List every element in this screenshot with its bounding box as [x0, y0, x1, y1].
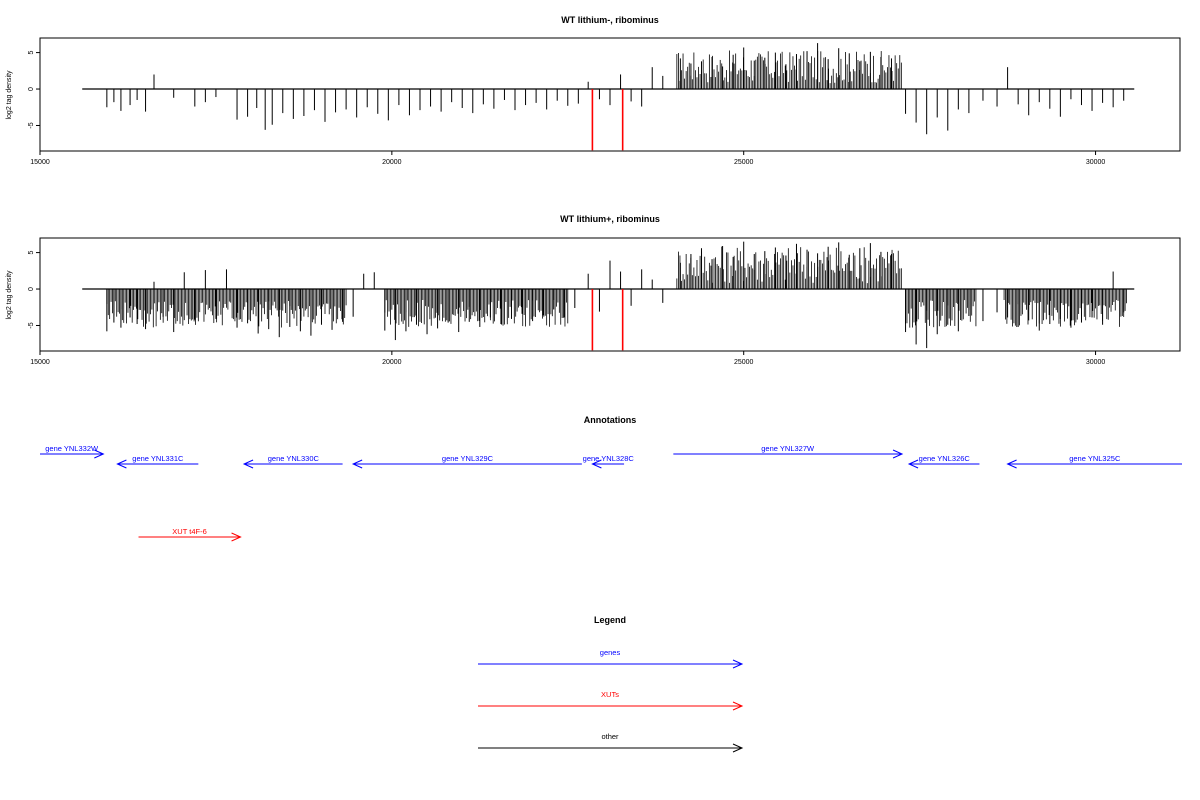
annotation-features: gene YNL332W gene YNL331C gene YNL330C gene…: [40, 444, 1182, 542]
arrow-head: [231, 532, 242, 542]
bar-series: [82, 241, 1135, 351]
x-tick-label: 30000: [1086, 359, 1106, 366]
gene-label: gene YNL327W: [761, 444, 815, 453]
xut-label: XUT t4F-6: [172, 527, 206, 536]
gene-feature: gene YNL331C: [116, 454, 199, 469]
x-tick-label: 15000: [30, 359, 50, 366]
arrow-head: [1006, 459, 1017, 469]
y-tick-label: -5: [28, 122, 35, 128]
gene-label: gene YNL330C: [268, 454, 320, 463]
plot-frame: [39, 37, 1181, 152]
legend-label: XUTs: [601, 690, 619, 699]
y-tick-label: -5: [28, 322, 35, 328]
y-tick-label: 5: [28, 51, 35, 55]
legend-label: other: [601, 732, 619, 741]
bar-series: [82, 43, 1135, 151]
arrow-head: [907, 459, 919, 469]
xut-feature: XUT t4F-6: [138, 527, 242, 542]
gene-label: gene YNL329C: [442, 454, 494, 463]
y-axis-label: log2 tag density: [6, 270, 13, 320]
panel-title: WT lithium-, ribominus: [561, 15, 659, 25]
gene-feature: gene YNL332W: [40, 444, 105, 459]
y-axis-label: log2 tag density: [6, 70, 13, 120]
x-axis: 15000 20000 25000 30000: [30, 151, 1105, 166]
legend-label: genes: [600, 648, 621, 657]
arrow-head: [732, 743, 744, 753]
arrow-head: [732, 659, 744, 669]
x-tick-label: 15000: [30, 159, 50, 166]
gene-feature: gene YNL326C: [907, 454, 980, 469]
plot-frame: [39, 237, 1181, 352]
x-tick-label: 25000: [734, 359, 754, 366]
gene-feature: gene YNL325C: [1006, 454, 1182, 469]
arrow-head: [94, 449, 105, 459]
gene-feature: gene YNL328C: [583, 454, 635, 469]
gene-label: gene YNL326C: [919, 454, 971, 463]
x-tick-label: 30000: [1086, 159, 1106, 166]
arrow-head: [242, 459, 254, 469]
gene-feature: gene YNL330C: [242, 454, 343, 469]
gene-feature: gene YNL329C: [351, 454, 582, 469]
legend-panel: Legend genes XUTs other: [478, 615, 744, 753]
arrow-head: [116, 459, 127, 469]
track-panel-lithium-minus: WT lithium-, ribominus log2 tag density …: [6, 15, 1181, 166]
legend-item: XUTs: [478, 690, 744, 711]
y-tick-label: 0: [28, 287, 35, 291]
panel-title: WT lithium+, ribominus: [560, 214, 660, 224]
x-tick-label: 20000: [382, 359, 402, 366]
annotations-title: Annotations: [584, 415, 637, 425]
y-axis: -5 0 5: [28, 251, 40, 329]
gene-label: gene YNL332W: [45, 444, 99, 453]
x-tick-label: 25000: [734, 159, 754, 166]
legend-item: other: [478, 732, 744, 753]
arrow-head: [732, 701, 744, 711]
gene-label: gene YNL331C: [132, 454, 184, 463]
y-tick-label: 0: [28, 87, 35, 91]
legend-title: Legend: [594, 615, 626, 625]
legend-items: genes XUTs other: [478, 648, 744, 753]
x-axis: 15000 20000 25000 30000: [30, 351, 1105, 366]
gene-label: gene YNL328C: [583, 454, 635, 463]
arrow-head: [351, 459, 363, 469]
track-panel-lithium-plus: WT lithium+, ribominus log2 tag density …: [6, 214, 1181, 366]
legend-item: genes: [478, 648, 744, 669]
arrow-head: [892, 449, 904, 459]
gene-label: gene YNL325C: [1069, 454, 1121, 463]
gene-feature: gene YNL327W: [673, 444, 904, 459]
y-tick-label: 5: [28, 251, 35, 255]
y-axis: -5 0 5: [28, 51, 40, 129]
x-tick-label: 20000: [382, 159, 402, 166]
arrow-head: [591, 459, 602, 469]
